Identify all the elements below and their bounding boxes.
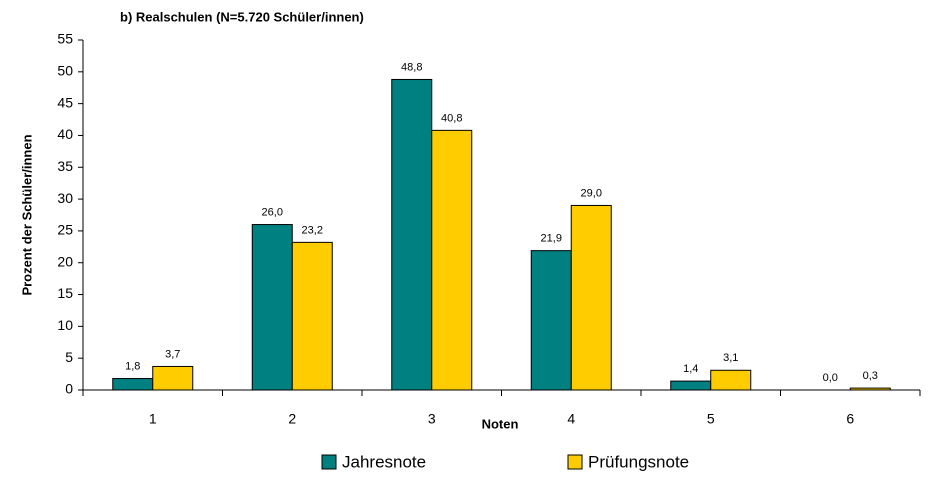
value-label: 40,8 — [441, 112, 462, 124]
y-tick-label: 50 — [57, 63, 73, 79]
legend-swatch — [567, 454, 583, 470]
bar — [391, 78, 433, 391]
value-label: 29,0 — [581, 187, 602, 199]
bar — [530, 250, 572, 391]
value-label: 1,8 — [125, 360, 140, 372]
x-tick-label: 6 — [846, 411, 854, 427]
chart-title: b) Realschulen (N=5.720 Schüler/innen) — [120, 9, 364, 24]
x-tick-label: 1 — [149, 411, 157, 427]
value-label: 3,1 — [723, 352, 738, 364]
legend-label: Jahresnote — [342, 452, 426, 471]
bar — [670, 380, 712, 391]
value-label: 48,8 — [401, 61, 422, 73]
value-label: 1,4 — [683, 363, 698, 375]
value-label: 0,3 — [863, 370, 878, 382]
bar — [251, 224, 293, 391]
y-tick-label: 10 — [57, 317, 73, 333]
y-tick-label: 0 — [65, 381, 73, 397]
y-tick-label: 45 — [57, 94, 73, 110]
bar — [112, 378, 154, 391]
bar — [152, 365, 194, 391]
x-axis-label: Noten — [482, 416, 519, 431]
y-tick-label: 55 — [57, 31, 73, 47]
y-axis-label: Prozent der Schüler/innen — [19, 134, 34, 295]
x-tick-label: 2 — [288, 411, 296, 427]
value-label: 3,7 — [165, 348, 180, 360]
y-tick-label: 25 — [57, 222, 73, 238]
legend-swatch — [321, 454, 337, 470]
bar — [849, 387, 891, 391]
y-tick-label: 35 — [57, 158, 73, 174]
value-label: 23,2 — [302, 224, 323, 236]
x-tick-label: 5 — [707, 411, 715, 427]
x-tick-label: 4 — [567, 411, 575, 427]
y-tick-label: 5 — [65, 349, 73, 365]
y-tick-label: 20 — [57, 253, 73, 269]
y-tick-label: 40 — [57, 126, 73, 142]
value-label: 26,0 — [262, 206, 283, 218]
bar — [710, 369, 752, 391]
legend-label: Prüfungsnote — [588, 452, 689, 471]
bar — [570, 204, 612, 391]
y-tick-label: 30 — [57, 190, 73, 206]
value-label: 21,9 — [541, 233, 562, 245]
bar — [291, 241, 333, 391]
bar — [431, 129, 473, 391]
y-tick-label: 15 — [57, 285, 73, 301]
x-tick-label: 3 — [428, 411, 436, 427]
value-label: 0,0 — [823, 372, 838, 384]
